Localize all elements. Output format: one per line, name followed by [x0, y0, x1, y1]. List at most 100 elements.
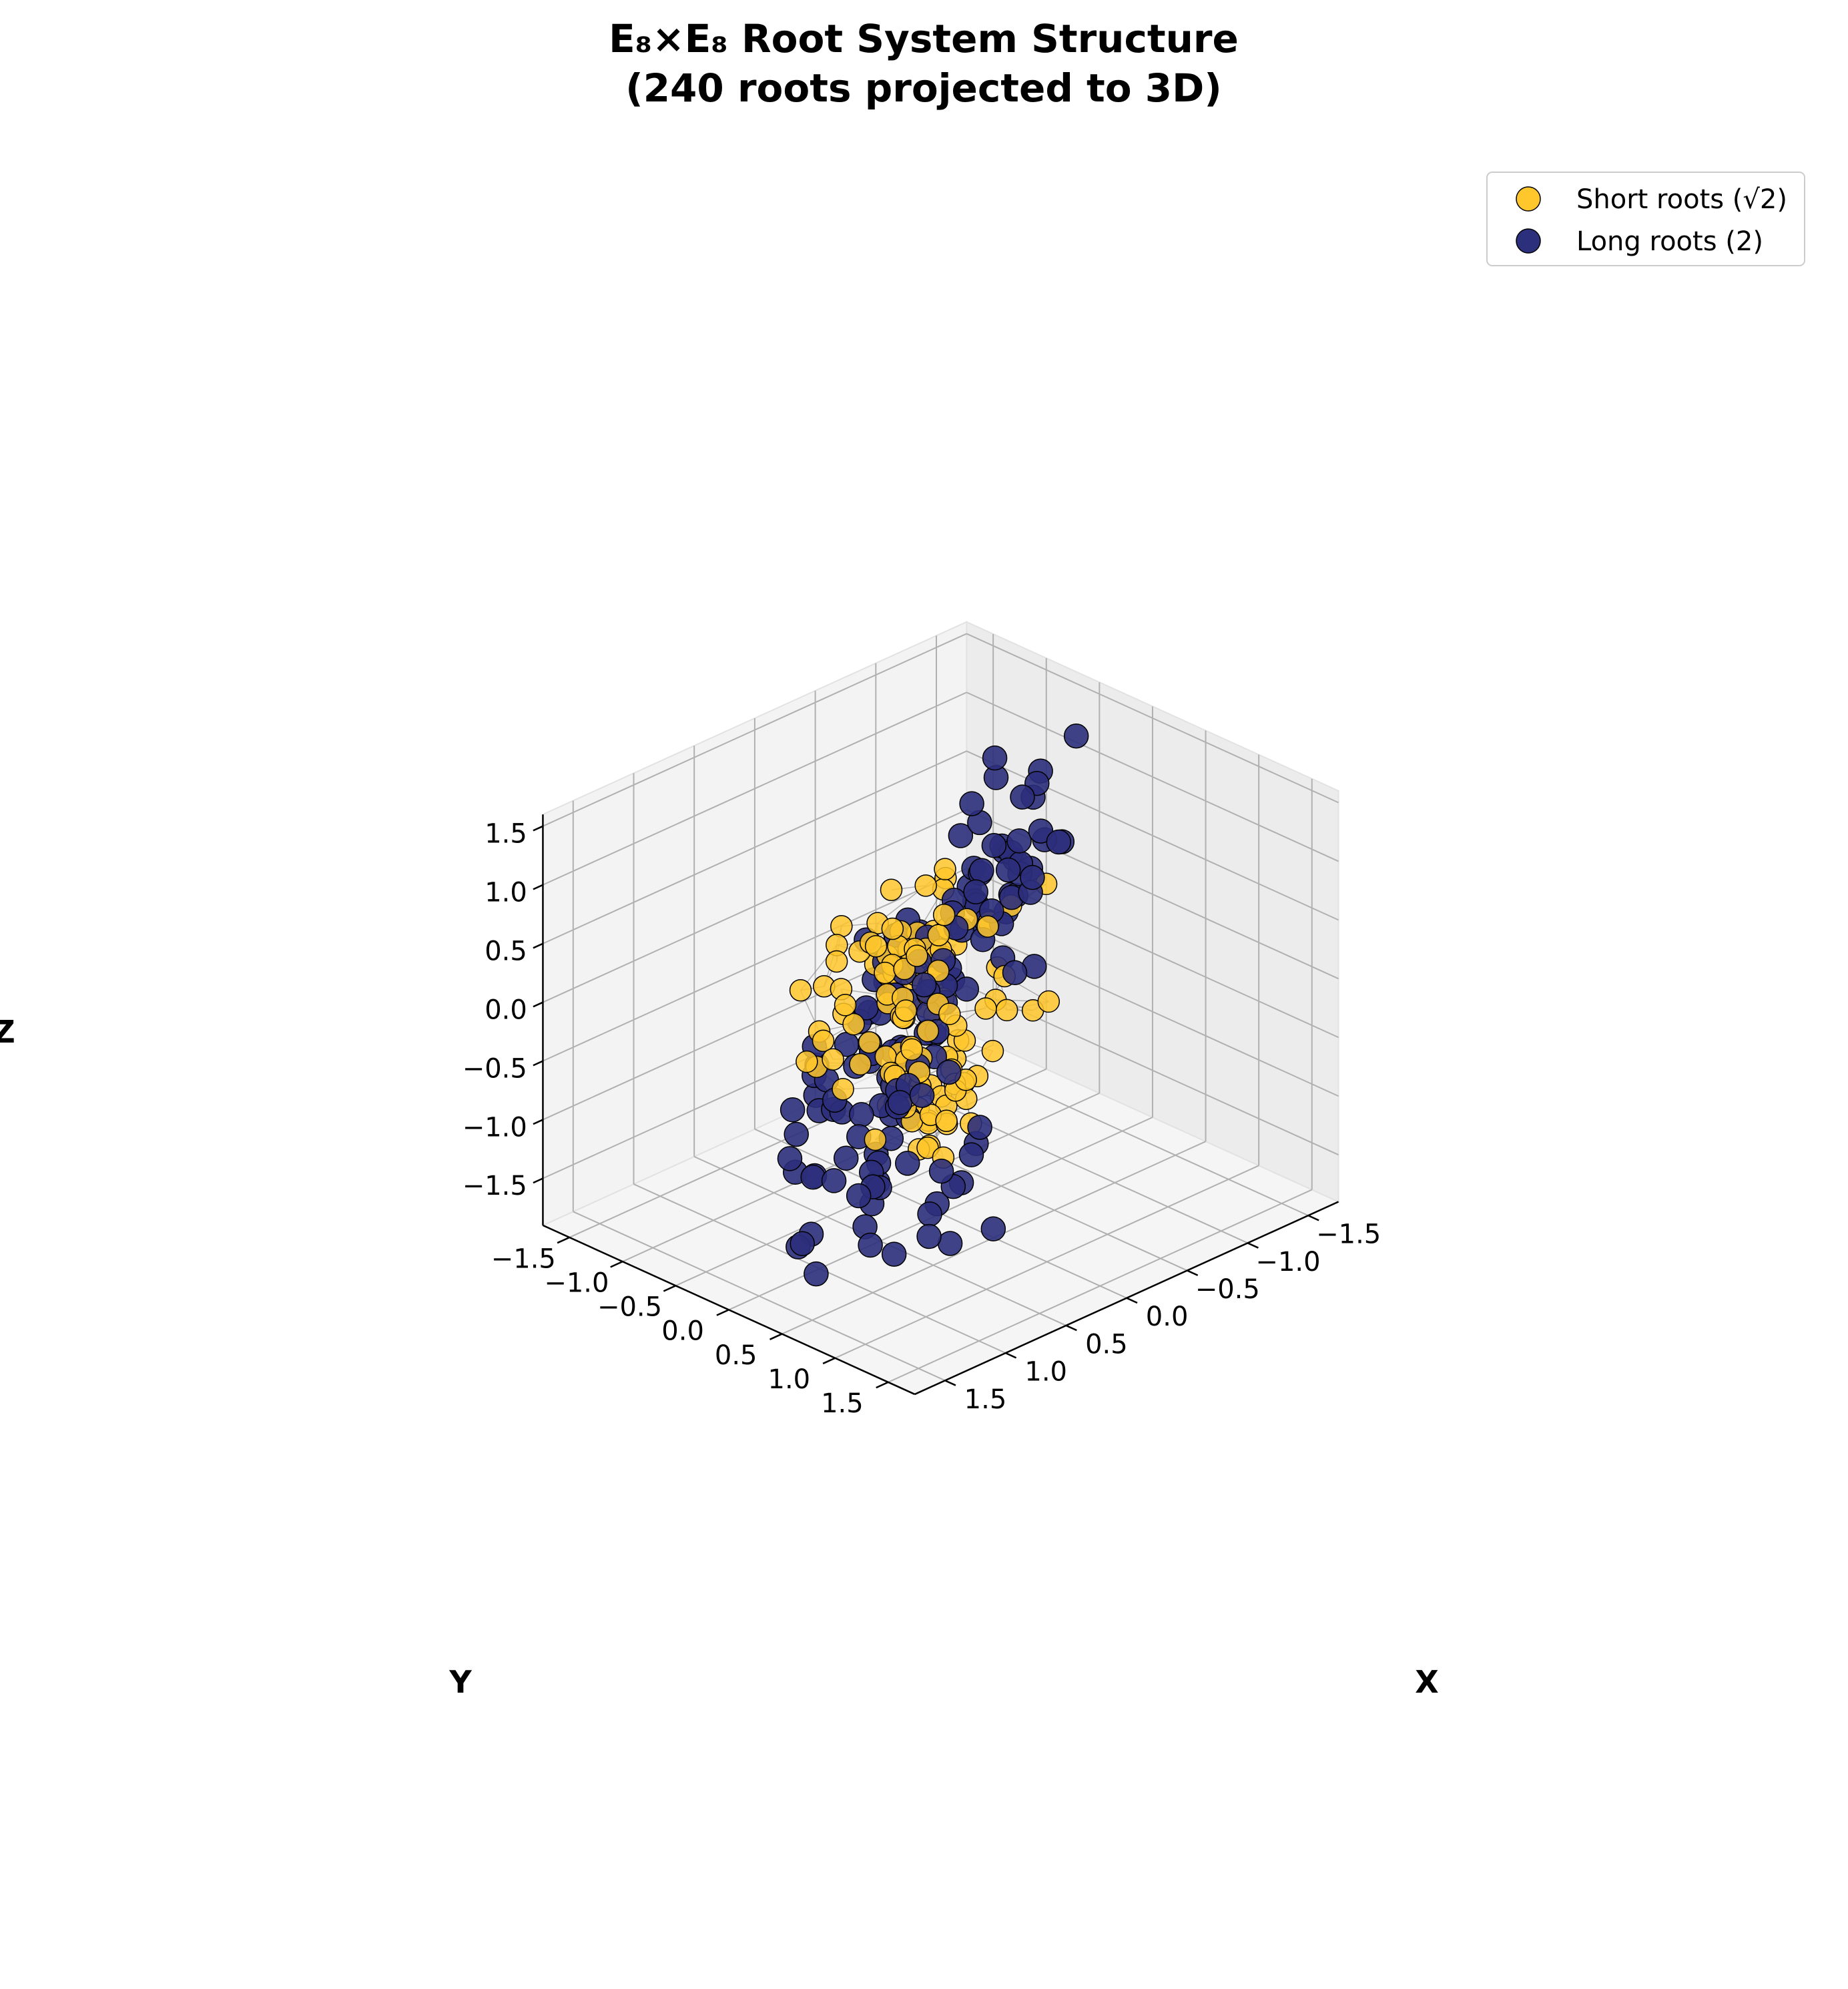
z-tick-label: 0.0	[485, 995, 527, 1025]
short-root-point	[1037, 990, 1060, 1013]
long-root-point	[995, 857, 1021, 883]
long-root-point	[967, 1115, 992, 1140]
short-root-point	[900, 1038, 923, 1061]
long-root-point	[1063, 723, 1089, 749]
z-tick-label: −1.5	[463, 1171, 527, 1201]
x-tick-label: −1.5	[1316, 1219, 1381, 1250]
data-points	[777, 723, 1089, 1287]
chart-title-line-2: (240 roots projected to 3D)	[625, 65, 1222, 111]
chart-title-line-1: E₈×E₈ Root System Structure	[609, 16, 1239, 61]
short-root-point	[864, 1128, 887, 1151]
gridline-z-right	[543, 809, 967, 1003]
gridline-y-floor	[834, 1165, 1259, 1359]
short-root-point	[796, 1050, 818, 1073]
long-root-point	[954, 976, 980, 1002]
long-root-point	[804, 1261, 829, 1287]
short-root-point	[935, 1109, 958, 1132]
z-tick-label: 1.5	[485, 819, 527, 850]
long-root-point	[916, 1223, 942, 1249]
short-root-point	[789, 979, 812, 1002]
y-tick-mark	[876, 1381, 889, 1389]
x-axis-label: X	[1415, 1664, 1438, 1700]
x-tick-mark	[1065, 1324, 1077, 1332]
x-tick-mark	[1126, 1297, 1138, 1304]
x-tick-mark	[1307, 1214, 1319, 1221]
z-tick-label: −0.5	[463, 1053, 527, 1084]
x-tick-label: 0.5	[1085, 1329, 1128, 1360]
z-tick-label: 0.5	[485, 936, 527, 966]
x-tick-label: −1.0	[1255, 1247, 1320, 1277]
x-tick-mark	[1187, 1269, 1199, 1276]
long-root-point	[928, 1158, 954, 1184]
short-root-point	[880, 878, 903, 902]
y-tick-label: −1.5	[491, 1243, 556, 1274]
y-axis-label: Y	[448, 1664, 472, 1700]
long-root-point	[858, 1232, 883, 1258]
gridline-z-right	[543, 691, 967, 886]
long-root-point	[963, 879, 988, 904]
short-root-point	[894, 999, 918, 1022]
short-root-point	[825, 950, 848, 973]
z-tick-mark	[533, 1177, 543, 1184]
short-root-point	[822, 1048, 844, 1071]
short-root-point	[934, 858, 956, 880]
short-root-point	[932, 904, 956, 926]
long-root-point	[1002, 960, 1028, 986]
short-root-point	[881, 917, 904, 940]
z-axis-label: Z	[0, 1014, 15, 1050]
tick-labels: −1.5−1.5−1.5−1.0−1.0−1.0−0.5−0.5−0.50.00…	[463, 819, 1381, 1420]
short-root-point	[864, 934, 888, 958]
long-root-point	[948, 823, 974, 848]
y-tick-mark	[822, 1357, 836, 1365]
y-tick-label: 1.0	[768, 1364, 811, 1395]
long-root-point	[833, 1145, 859, 1171]
y-tick-label: −0.5	[597, 1292, 662, 1323]
long-root-point	[917, 1201, 942, 1227]
z-tick-mark	[533, 1119, 543, 1125]
axis-lines	[533, 814, 1339, 1396]
short-root-point	[938, 1003, 961, 1025]
z-tick-mark	[533, 942, 543, 949]
z-tick-label: 1.0	[485, 877, 527, 908]
long-root-point	[1046, 829, 1072, 855]
long-root-point	[1010, 784, 1035, 810]
y-tick-label: −1.0	[544, 1267, 609, 1298]
short-root-point	[916, 1019, 940, 1043]
short-root-point	[858, 1031, 881, 1054]
y-tick-mark	[557, 1236, 570, 1244]
short-root-point	[981, 1039, 1004, 1063]
long-root-point	[800, 1164, 826, 1190]
long-root-point	[981, 833, 1007, 858]
long-root-point	[1006, 828, 1032, 854]
x-tick-label: −0.5	[1195, 1274, 1260, 1305]
short-root-point	[834, 994, 857, 1017]
gridline-z-right	[543, 633, 967, 827]
long-root-point	[777, 1146, 803, 1171]
short-root-point	[832, 1078, 854, 1101]
long-root-point	[790, 1231, 815, 1256]
short-root-point	[849, 1053, 872, 1076]
long-root-point	[911, 972, 937, 998]
long-root-point	[881, 1241, 907, 1267]
x-tick-label: 1.5	[964, 1384, 1007, 1415]
long-root-point	[982, 745, 1008, 771]
long-root-point	[936, 1059, 962, 1085]
gridline-z-right	[543, 750, 967, 944]
short-root-point	[927, 924, 950, 946]
gridline-y-floor	[888, 1189, 1313, 1383]
x-tick-mark	[1005, 1352, 1017, 1359]
short-root-point	[974, 997, 997, 1020]
gridline-x-floor	[573, 1211, 946, 1382]
long-root-point	[980, 1216, 1006, 1241]
long-root-point	[969, 858, 994, 884]
gridline-z-left	[966, 633, 1339, 804]
y-tick-mark	[716, 1309, 729, 1316]
legend-label-long-roots: Long roots (2)	[1576, 226, 1763, 257]
y-tick-label: 1.5	[821, 1388, 864, 1419]
long-root-point	[909, 1083, 935, 1108]
gridline-z-left	[966, 691, 1339, 862]
short-root-point	[906, 944, 928, 967]
long-root-point	[846, 1183, 872, 1209]
legend: Short roots (√2) Long roots (2)	[1486, 172, 1805, 266]
short-root-point	[874, 961, 896, 984]
